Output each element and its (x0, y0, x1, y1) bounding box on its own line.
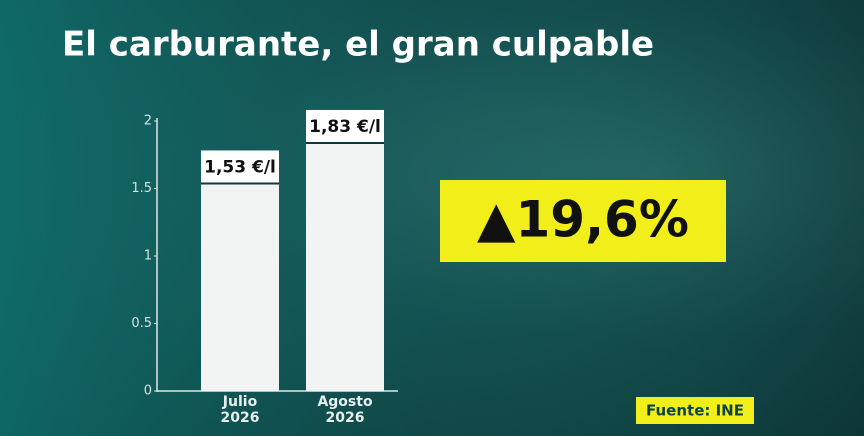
x-tick-label: Agosto 2026 (317, 394, 373, 426)
chart-title: El carburante, el gran culpable (62, 25, 654, 65)
y-tick-label: 1.5 (131, 181, 152, 196)
y-tick-label: 0 (144, 384, 152, 399)
source: Fuente: INE (646, 402, 744, 420)
value-label: 1,83 €/l (309, 117, 381, 137)
x-tick-label: Julio 2026 (220, 394, 260, 426)
value-label-box (306, 109, 384, 144)
annotation-box (440, 180, 726, 262)
value-label: 1,53 €/l (204, 157, 276, 177)
value-label-box (201, 150, 279, 185)
y-tick-label: 2 (144, 114, 152, 129)
annotation: ▲19,6% (477, 191, 689, 249)
bar (201, 184, 279, 391)
y-tick-label: 0.5 (131, 316, 152, 331)
source-box (636, 397, 754, 424)
bar (306, 143, 384, 391)
y-tick-label: 1 (144, 249, 152, 264)
